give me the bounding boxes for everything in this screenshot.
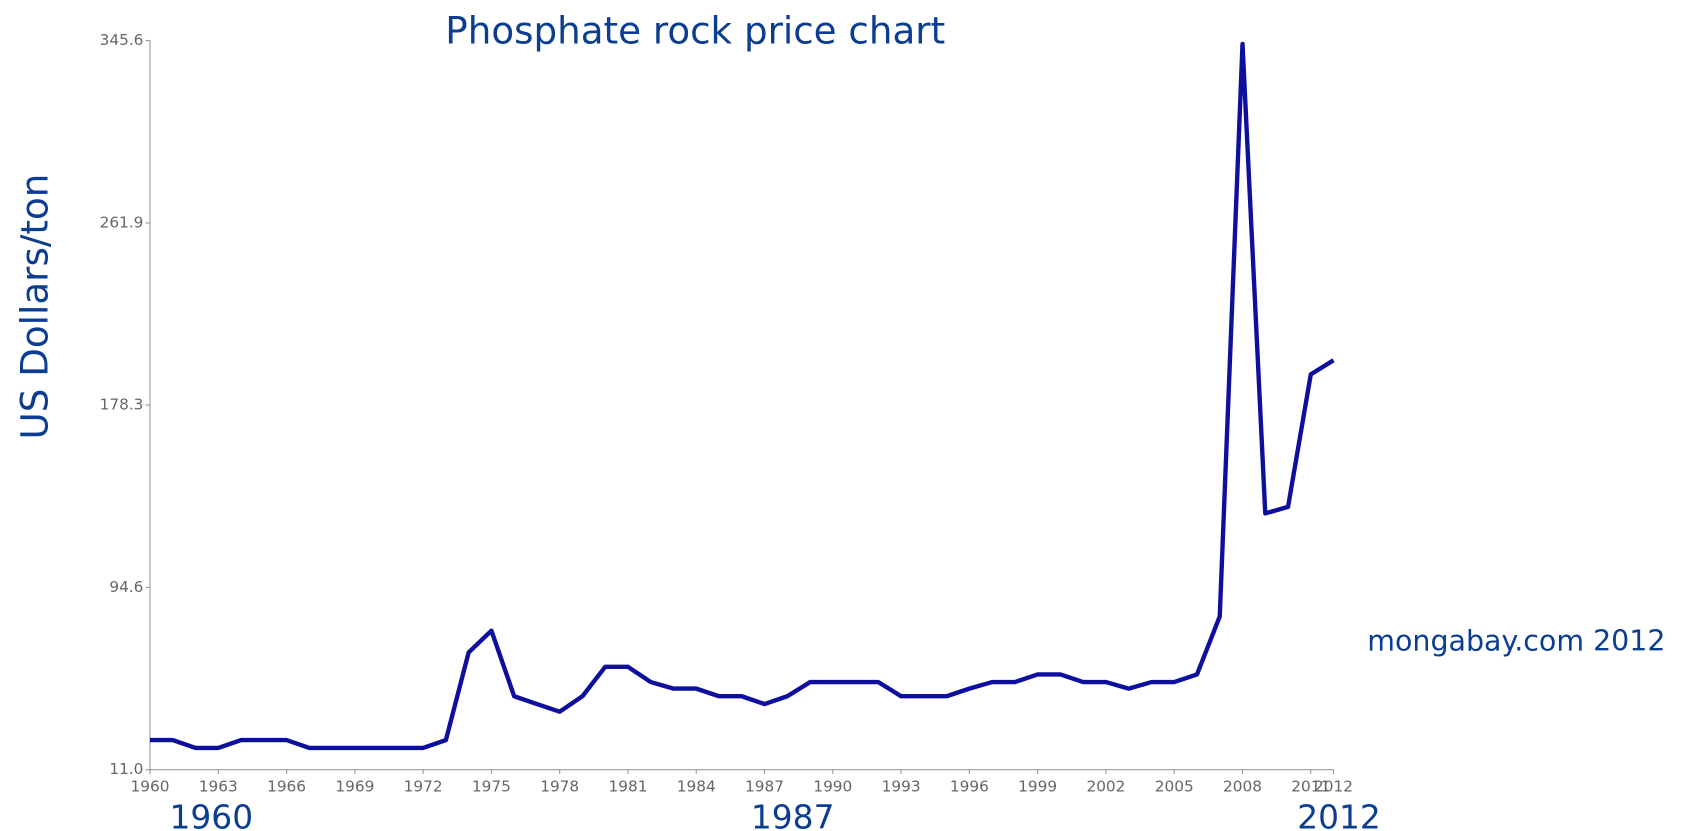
data-line <box>150 41 1335 751</box>
y-tick-label: 94.6 <box>109 578 143 596</box>
x-tick-label: 2011 <box>1291 778 1330 796</box>
x-tick-label: 1984 <box>677 778 716 796</box>
x-tick-label: 1993 <box>882 778 921 796</box>
annotation: 1960 <box>170 798 254 831</box>
x-tick-label: 2012 <box>1314 778 1353 796</box>
y-tick-label: 11.0 <box>109 760 143 778</box>
x-tick-label: 1981 <box>608 778 647 796</box>
y-axis-label: US Dollars/ton <box>13 174 57 440</box>
x-tick-label: 1960 <box>131 778 170 796</box>
annotation: mongabay.com 2012 <box>1367 625 1665 658</box>
x-tick-label: 1969 <box>335 778 374 796</box>
x-tick-label: 1978 <box>540 778 579 796</box>
x-tick-label: 1990 <box>813 778 852 796</box>
y-tick-label: 261.9 <box>100 213 144 231</box>
x-tick-label: 1999 <box>1018 778 1057 796</box>
x-tick-label: 2002 <box>1086 778 1125 796</box>
x-tick-label: 1972 <box>404 778 443 796</box>
x-tick-label: 2005 <box>1155 778 1194 796</box>
x-tick-label: 1963 <box>199 778 238 796</box>
annotation: 2012 <box>1297 798 1381 831</box>
chart-title: Phosphate rock price chart <box>445 8 945 52</box>
x-tick-label: 1987 <box>745 778 784 796</box>
x-tick-label: 1996 <box>950 778 989 796</box>
x-tick-label: 1975 <box>472 778 511 796</box>
x-tick-label: 1966 <box>267 778 306 796</box>
y-tick-label: 178.3 <box>100 396 144 414</box>
y-tick-label: 345.6 <box>100 31 144 49</box>
annotation: 1987 <box>751 798 835 831</box>
x-tick-label: 2008 <box>1223 778 1262 796</box>
